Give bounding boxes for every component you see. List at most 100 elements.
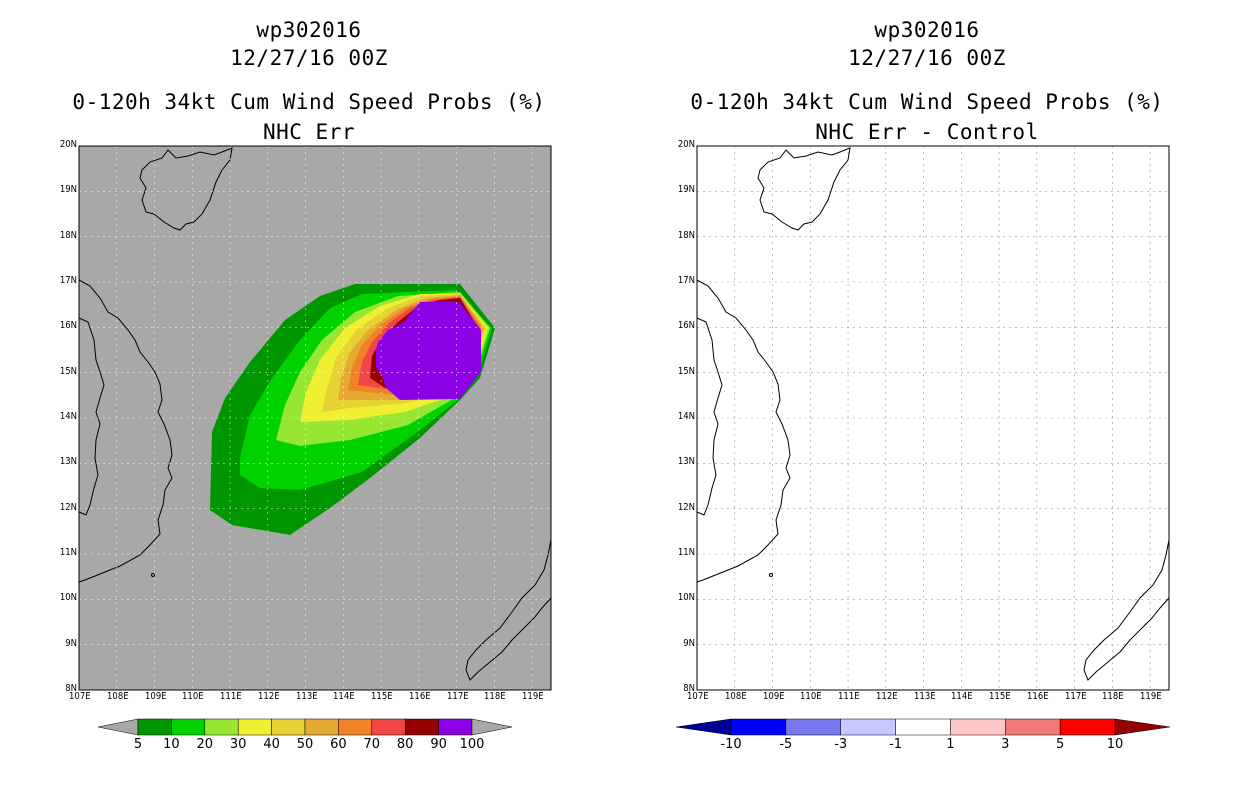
lat-tick-label: 17N — [59, 275, 77, 286]
lat-tick-label: 20N — [677, 139, 695, 150]
colorbar-segment — [840, 718, 896, 736]
lon-tick-label: 115E — [989, 691, 1011, 702]
coastlines — [696, 147, 1170, 681]
colorbar-over-arrow — [471, 718, 513, 736]
lat-tick-label: 12N — [677, 501, 695, 513]
colorbar-tick-label: 10 — [1106, 737, 1124, 752]
gridlines — [697, 146, 1169, 690]
lon-tick-label: 108E — [106, 691, 129, 702]
lat-tick-label: 10N — [677, 592, 695, 604]
lon-tick-label: 119E — [522, 691, 544, 702]
colorbar-tick-label: 40 — [263, 737, 280, 752]
right-map-svg — [675, 145, 1171, 736]
lat-tick-label: 16N — [677, 320, 695, 332]
storm-id-title: wp302016 — [256, 18, 362, 42]
colorbar — [97, 718, 513, 736]
lat-tick-label: 11N — [59, 547, 77, 558]
lat-tick-label: 13N — [59, 456, 77, 468]
colorbar-segment — [1005, 718, 1061, 736]
colorbar-segment — [304, 718, 339, 736]
colorbar-segment — [950, 718, 1006, 736]
lat-tick-label: 8N — [65, 683, 77, 694]
vietnam-inner-coastline — [696, 317, 723, 516]
lat-tick-label: 18N — [677, 229, 695, 241]
colorbar-segment — [895, 718, 951, 736]
colorbar-segment — [785, 718, 841, 736]
lon-tick-label: 112E — [875, 691, 898, 702]
datetime-title: 12/27/16 00Z — [230, 46, 388, 70]
lon-tick-label: 107E — [687, 691, 709, 702]
colorbar-tick-label: 50 — [296, 737, 314, 752]
lon-tick-label: 109E — [144, 691, 167, 702]
lon-tick-label: 113E — [913, 691, 936, 702]
product-title: 0-120h 34kt Cum Wind Speed Probs (%) — [72, 90, 546, 114]
colorbar-tick-label: -1 — [889, 737, 903, 752]
lat-tick-label: 17N — [677, 275, 695, 286]
contour-90 — [376, 302, 481, 400]
lat-tick-label: 15N — [677, 365, 695, 377]
map-frame — [78, 145, 552, 691]
colorbar-segment — [371, 718, 406, 736]
colorbar-tick-label: 60 — [330, 737, 347, 752]
right-map-panel: wp302016 12/27/16 00Z 0-120h 34kt Cum Wi… — [618, 0, 1236, 800]
lon-tick-label: 113E — [295, 691, 318, 702]
lon-tick-label: 117E — [446, 691, 469, 702]
colorbar-segment — [338, 718, 373, 736]
left-map-svg — [78, 145, 552, 736]
lon-tick-label: 118E — [484, 691, 506, 702]
colorbar-tick-label: 70 — [363, 737, 381, 752]
lon-tick-label: 111E — [220, 691, 242, 702]
colorbar-tick-label: 10 — [163, 737, 180, 752]
lat-tick-label: 16N — [59, 320, 77, 332]
lon-tick-label: 110E — [182, 691, 204, 702]
lon-tick-label: 107E — [69, 691, 91, 702]
colorbar-segment — [404, 718, 439, 736]
colorbar-tick-label: 30 — [229, 737, 247, 752]
lat-tick-label: 15N — [59, 365, 77, 377]
colorbar-tick-label: 100 — [459, 737, 485, 752]
lon-tick-label: 114E — [333, 691, 355, 702]
colorbar-tick-label: -5 — [779, 737, 793, 752]
lon-tick-label: 109E — [762, 691, 785, 702]
colorbar — [675, 718, 1171, 736]
experiment-title: NHC Err - Control — [815, 120, 1039, 144]
colorbar-tick-label: 5 — [1056, 737, 1065, 752]
lon-tick-label: 116E — [1026, 691, 1049, 702]
hainan-island-coastline — [757, 147, 851, 231]
colorbar-tick-label: 20 — [196, 737, 214, 752]
lon-tick-label: 111E — [838, 691, 860, 702]
map-frame — [696, 145, 1170, 691]
small-island — [769, 573, 773, 577]
lat-tick-label: 11N — [677, 547, 695, 558]
lat-tick-label: 20N — [59, 139, 77, 150]
colorbar-segment — [204, 718, 239, 736]
lon-tick-label: 116E — [408, 691, 431, 702]
lat-tick-label: 8N — [683, 683, 695, 694]
colorbar-tick-label: 80 — [396, 737, 414, 752]
lat-tick-label: 19N — [59, 184, 77, 196]
colorbar-segment — [730, 718, 787, 736]
lat-tick-label: 9N — [65, 637, 77, 649]
colorbar-tick-label: 3 — [1001, 737, 1010, 752]
lon-tick-label: 117E — [1064, 691, 1087, 702]
colorbar-segment — [171, 718, 206, 736]
lat-tick-label: 18N — [59, 229, 77, 241]
colorbar-segment — [1059, 718, 1116, 736]
vietnam-coastline — [696, 279, 791, 583]
storm-id-title: wp302016 — [874, 18, 980, 42]
colorbar-segment — [237, 718, 272, 736]
vietnam-coastline — [78, 279, 173, 583]
colorbar-segment — [137, 718, 172, 736]
lon-tick-label: 119E — [1140, 691, 1162, 702]
philippines-coastline — [465, 539, 552, 681]
lat-tick-label: 14N — [59, 411, 77, 422]
datetime-title: 12/27/16 00Z — [848, 46, 1006, 70]
colorbar-segment — [271, 718, 306, 736]
lon-tick-label: 110E — [800, 691, 822, 702]
product-title: 0-120h 34kt Cum Wind Speed Probs (%) — [690, 90, 1164, 114]
lon-tick-label: 115E — [371, 691, 393, 702]
colorbar-tick-label: 5 — [133, 737, 143, 752]
colorbar-over-arrow — [1114, 718, 1171, 736]
colorbar-tick-label: 90 — [430, 737, 447, 752]
hainan-island-coastline — [139, 147, 233, 231]
